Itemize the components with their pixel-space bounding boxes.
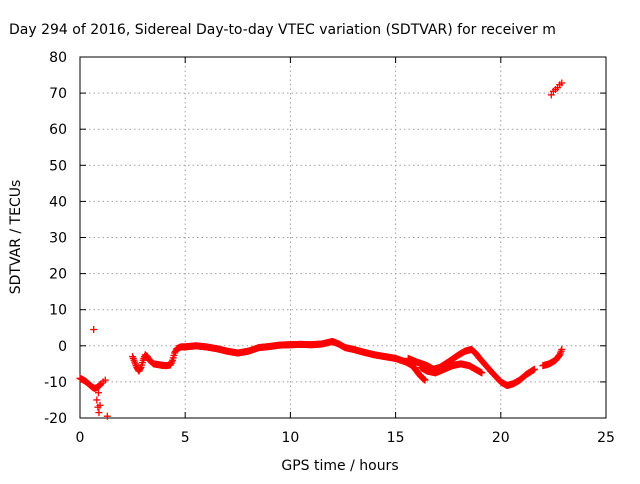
- data-point: [96, 401, 104, 409]
- y-tick-label: 70: [49, 86, 67, 102]
- y-tick-label: 50: [49, 158, 67, 174]
- x-axis-label: GPS time / hours: [281, 458, 398, 474]
- data-point: [103, 412, 111, 420]
- data-point: [547, 91, 555, 99]
- x-tick-label: 10: [281, 430, 299, 446]
- grid-layer: [80, 57, 606, 418]
- data-point: [168, 358, 176, 366]
- y-axis-label: SDTVAR / TECUs: [8, 180, 24, 295]
- data-point: [166, 361, 174, 369]
- data-point: [95, 389, 103, 397]
- data-point: [136, 365, 144, 373]
- x-tick-label: 15: [387, 430, 405, 446]
- y-tick-label: 40: [49, 194, 67, 210]
- tick-label-layer: -20 -10 0 10 20 30 40 50 60 70 80 0 5 10 15 20 25: [44, 50, 615, 446]
- y-tick-label: 30: [49, 231, 67, 247]
- data-point: [101, 376, 109, 384]
- chart-title: Day 294 of 2016, Sidereal Day-to-day VTE…: [9, 22, 556, 38]
- y-tick-label: 10: [49, 303, 67, 319]
- data-point: [530, 365, 538, 373]
- data-point: [478, 369, 486, 377]
- y-tick-label: 20: [49, 267, 67, 283]
- y-tick-label: 60: [49, 122, 67, 138]
- y-tick-label: 80: [49, 50, 67, 66]
- data-point: [95, 409, 103, 417]
- data-point: [167, 359, 175, 367]
- y-tick-label: -10: [44, 375, 67, 391]
- x-tick-label: 25: [597, 430, 615, 446]
- x-tick-label: 20: [492, 430, 510, 446]
- data-point: [558, 79, 566, 87]
- data-point: [90, 326, 98, 334]
- data-point: [93, 396, 101, 404]
- x-tick-label: 0: [76, 430, 85, 446]
- x-tick-label: 5: [181, 430, 190, 446]
- points-layer: [76, 79, 566, 420]
- data-point: [421, 376, 429, 384]
- plot-frame: [79, 56, 607, 419]
- y-tick-label: -20: [44, 411, 67, 427]
- data-point: [558, 345, 566, 353]
- y-tick-label: 0: [58, 339, 67, 355]
